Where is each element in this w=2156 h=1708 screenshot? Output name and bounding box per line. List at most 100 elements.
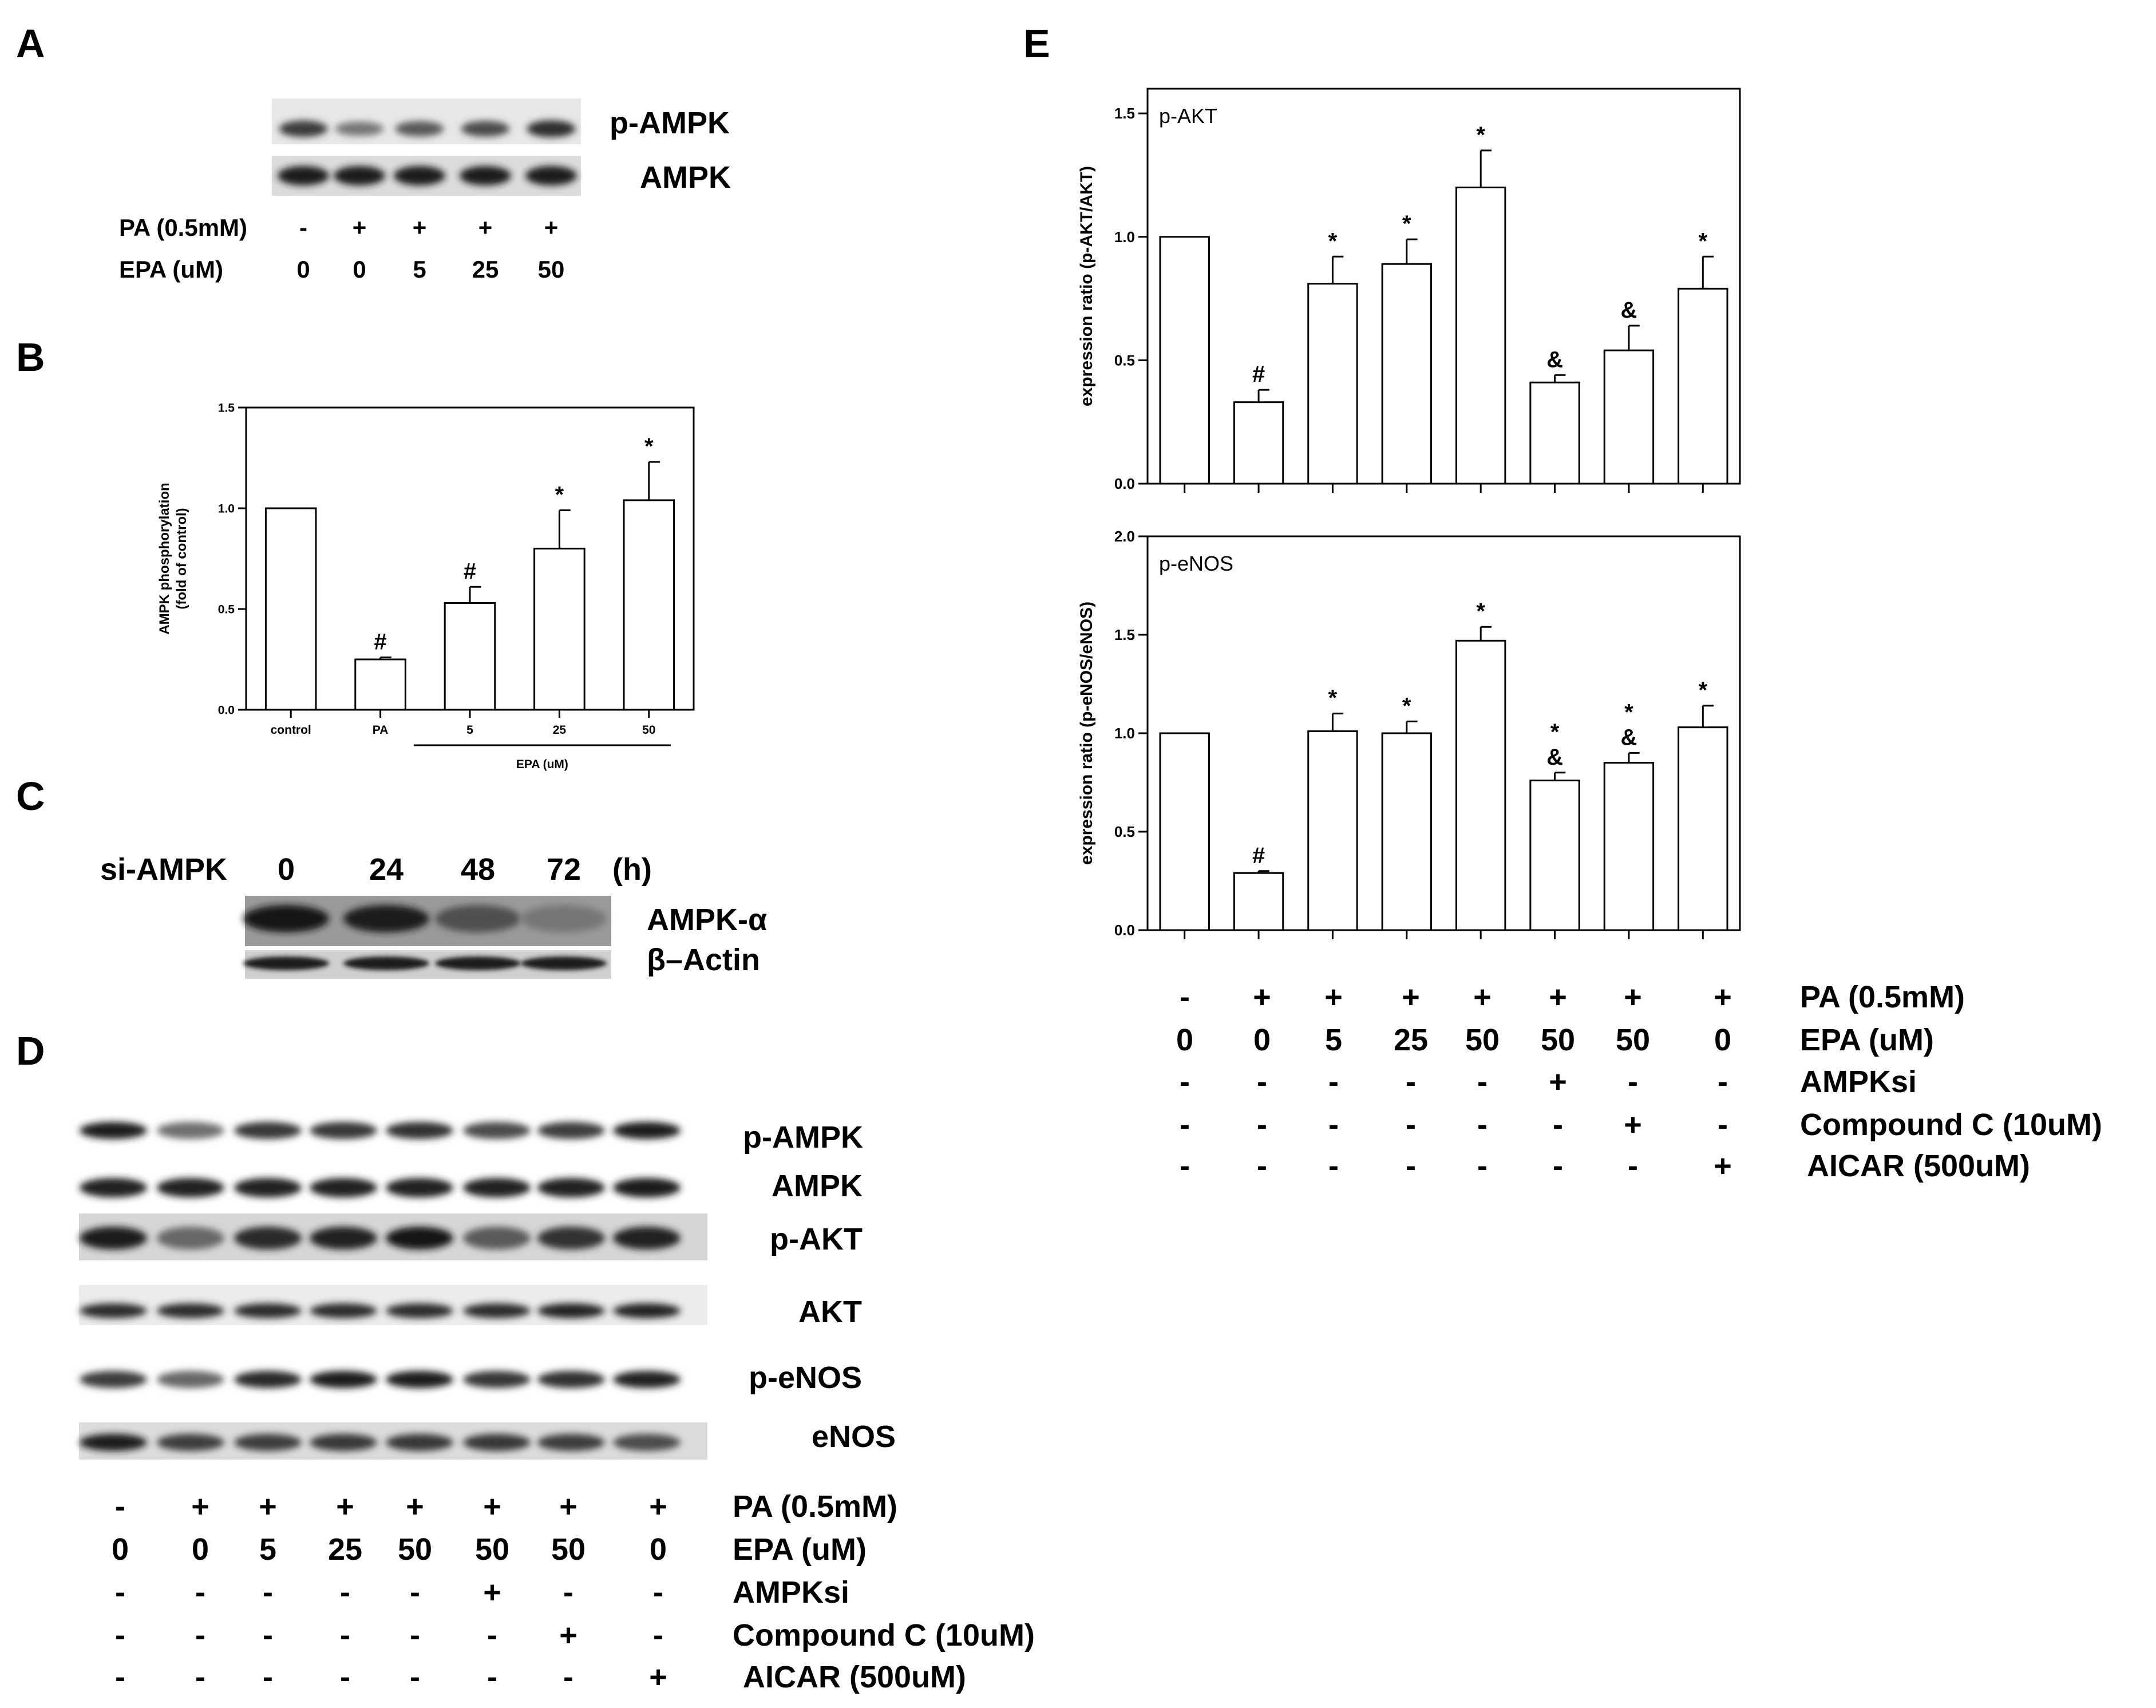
band-p-ampk-lane-5 [527,120,576,137]
panel-e-cond-value-5-6: - [1553,1149,1563,1183]
panel-e-cond-value-2-5: 50 [1465,1023,1500,1057]
panel-d-cond-value-2-2: 0 [192,1532,209,1567]
chart-b-bar-5 [623,499,675,711]
band-ampk-alpha-lane-4 [521,905,607,932]
chart-b-ylabel-line-2: (fold of control) [174,508,189,609]
chart-b-category-1: control [271,723,311,737]
panel-d-band-labels: p-AMPK AMPK p-AKT AKT p-eNOS eNOS [743,1120,896,1454]
chart-e2-marker-3-1: * [1328,686,1338,711]
panel-e-cond-value-1-1: - [1180,980,1190,1014]
chart-e2-ytick-label-4: 2.0 [1114,528,1135,545]
band-d-row-5-lane-3 [234,1371,302,1388]
band-ampk-alpha-lane-1 [243,905,329,932]
panel-e-cond-value-3-3: - [1328,1065,1339,1099]
band-actin-lane-2 [343,956,429,970]
panel-d-cond-value-2-3: 5 [259,1532,276,1567]
panel-d-cond-value-4-4: - [340,1618,350,1652]
timepoint-0: 0 [278,852,295,887]
panel-a-cond-value-2-5: 50 [538,256,565,283]
panel-a-cond-value-2-3: 5 [413,256,426,283]
panel-e-cond-value-5-5: - [1477,1149,1488,1183]
panel-d-cond-value-1-6: + [483,1489,501,1524]
band-d-row-1-lane-8 [613,1122,681,1139]
panel-a-cond-value-1-5: + [544,214,559,241]
band-d-row-2-lane-5 [386,1178,453,1197]
panel-d-cond-label-2: EPA (uM) [733,1532,867,1567]
panel-e-cond-value-2-6: 50 [1541,1023,1575,1057]
panel-e-cond-value-5-7: - [1628,1149,1638,1183]
panel-e-cond-value-4-6: - [1553,1108,1563,1142]
panel-a-cond-value-1-3: + [413,214,427,241]
chart-e1-ytick-label-2: 1.0 [1114,228,1135,246]
chart-e1-ylabel: expression ratio (p-AKT/AKT) [1077,166,1096,406]
panel-e-cond-value-2-1: 0 [1176,1023,1193,1057]
band-d-row-4-lane-1 [80,1303,147,1318]
chart-b-bar-2 [354,658,406,711]
chart-b-ylabel: AMPK phosphorylation (fold of control) [157,483,189,634]
chart-e1-bar-7 [1603,349,1655,485]
panel-e-cond-value-1-5: + [1473,980,1492,1014]
panel-e-cond-value-3-7: - [1628,1065,1638,1099]
chart-e2-bar-5 [1455,639,1506,931]
chart-e1-ytick-label-3: 1.5 [1114,105,1135,122]
chart-e2-title: p-eNOS [1159,552,1233,575]
chart-e2-ylabel: expression ratio (p-eNOS/eNOS) [1077,602,1096,865]
band-p-ampk-lane-3 [395,121,444,137]
panel-d-cond-value-1-4: + [336,1489,354,1524]
band-d-row-5-lane-8 [613,1371,681,1388]
panel-d-cond-value-4-7: + [559,1618,577,1652]
chart-e2-bar-4 [1381,732,1433,931]
panel-d-band-label-1: p-AMPK [743,1120,863,1155]
timepoint-48: 48 [461,852,495,887]
panel-a-cond-value-2-1: 0 [296,256,310,283]
panel-e-cond-value-5-8: + [1714,1149,1732,1183]
panel-d-cond-value-3-4: - [340,1575,350,1610]
chart-e2-ylabel-line-1: expression ratio (p-eNOS/eNOS) [1077,602,1096,865]
chart-e1-bar-1 [1159,236,1210,485]
band-d-row-3-lane-7 [537,1227,605,1250]
panel-d-cond-value-2-4: 25 [328,1532,362,1567]
chart-b-marker-3-1: # [464,559,476,584]
panel-d-cond-value-1-3: + [259,1489,277,1524]
chart-b-category-3: 5 [466,723,473,737]
panel-d-blot: p-AMPK AMPK p-AKT AKT p-eNOS eNOS PA (0.5mM) -… [79,1120,1035,1694]
panel-d-cond-value-1-1: - [115,1489,125,1524]
band-d-row-6-lane-7 [537,1434,605,1451]
chart-b-ytick-label-2: 1.0 [218,502,235,515]
panel-e-cond-label-3: AMPKsi [1800,1065,1917,1099]
band-d-row-1-lane-1 [80,1122,147,1139]
band-d-row-4-lane-5 [386,1303,453,1318]
panel-e-cond-value-4-1: - [1180,1108,1190,1142]
chart-e2-marker-4-1: * [1402,693,1411,718]
chart-e1-ytick-label-1: 0.5 [1114,351,1135,369]
blot-strip-p-ampk [272,98,581,144]
panel-d-cond-value-4-5: - [410,1618,420,1652]
band-d-row-5-lane-6 [463,1371,531,1388]
panel-d-cond-value-4-8: - [653,1618,663,1652]
panel-d-band-label-3: p-AKT [770,1222,863,1256]
chart-e1-bar-6 [1529,381,1580,485]
panel-a-conditions: PA (0.5mM) - + + + + EPA (uM) 0 0 5 25 50 [119,214,564,283]
panel-d-band-label-2: AMPK [772,1169,863,1203]
panel-d-cond-value-5-1: - [115,1660,125,1694]
chart-e1-marker-8-1: * [1699,228,1708,254]
timepoint-24: 24 [369,852,403,887]
band-label-beta-actin: β–Actin [647,943,760,977]
panel-e-cond-value-2-8: 0 [1714,1023,1731,1057]
band-d-row-5-lane-2 [157,1371,224,1388]
band-ampk-lane-1 [278,166,329,185]
panel-a-cond-value-2-2: 0 [353,256,366,283]
band-p-ampk-lane-2 [335,121,384,136]
panel-d-cond-value-5-2: - [195,1660,205,1694]
chart-e2-bar-6 [1529,780,1580,931]
panel-a-cond-value-1-1: - [299,214,307,241]
panel-d-cond-label-5: AICAR (500uM) [743,1660,966,1694]
band-d-row-3-lane-6 [463,1227,531,1250]
panel-letter-a: A [16,21,45,66]
chart-e1-ytick-label-0: 0.0 [1114,475,1135,492]
chart-e1-ylabel-line-1: expression ratio (p-AKT/AKT) [1077,166,1096,406]
chart-b-marker-4-1: * [555,483,564,508]
panel-e-cond-value-4-5: - [1477,1108,1488,1142]
time-unit: (h) [612,852,652,887]
panel-e-cond-value-1-8: + [1714,980,1732,1014]
